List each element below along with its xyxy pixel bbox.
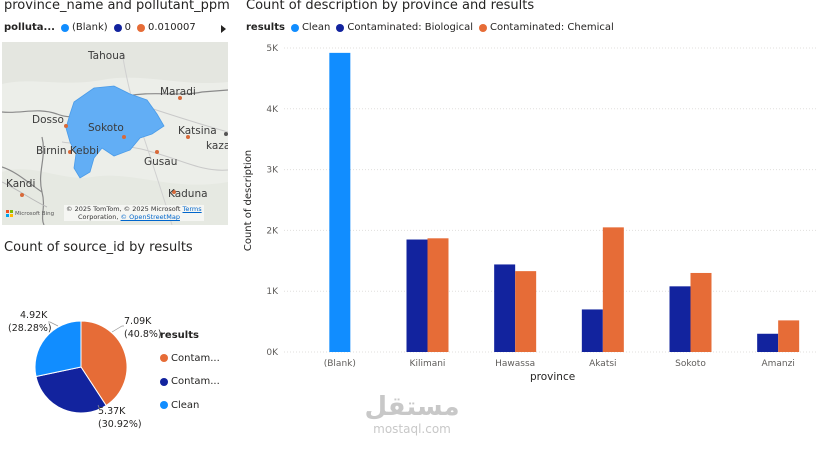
y-tick-label: 4K [266, 105, 279, 115]
x-tick-label: Hawassa [495, 359, 535, 369]
y-tick-label: 2K [266, 226, 279, 236]
legend-next-arrow-icon[interactable] [221, 25, 226, 33]
map-provider-logo: Microsoft Bing [6, 210, 54, 217]
y-tick-label: 1K [266, 287, 279, 297]
bar[interactable] [406, 239, 428, 352]
bar-chart-title: Count of description by province and res… [246, 0, 535, 13]
legend-dot-icon [137, 23, 146, 32]
bar-x-axis-label: province [530, 371, 576, 383]
watermark-logo: مستقل mostaql.com [364, 392, 460, 436]
map-city-label: Tahoua [88, 50, 126, 62]
y-tick-label: 3K [266, 166, 279, 176]
map-city-label: Sokoto [88, 122, 124, 134]
map-city-label: Dosso [32, 114, 64, 126]
pie-legend: results Contam... Contam... Clean [160, 330, 226, 413]
pie-slice[interactable] [34, 320, 82, 378]
x-tick-label: Kilimani [410, 359, 446, 369]
legend-dot-icon [60, 23, 69, 32]
bar[interactable] [494, 264, 516, 352]
pie-legend-item-chemical[interactable]: Contam... [160, 353, 220, 364]
bar[interactable] [515, 271, 537, 352]
bar-legend-item-clean[interactable]: Clean [290, 22, 330, 33]
map-city-label: Maradi [160, 86, 196, 98]
y-tick-label: 0K [266, 348, 279, 358]
terms-link[interactable]: Terms [182, 205, 202, 213]
x-tick-label: Amanzi [761, 359, 794, 369]
bar-legend-title: results [246, 22, 285, 33]
legend-dot-icon [113, 23, 122, 32]
bar[interactable] [602, 227, 624, 352]
osm-link[interactable]: © OpenStreetMap [120, 213, 180, 221]
map-legend-item-zero[interactable]: 0 [113, 22, 131, 33]
map-legend: polluta... (Blank) 0 0.010007 [4, 22, 202, 33]
legend-dot-icon [290, 23, 299, 32]
legend-dot-icon [160, 377, 168, 386]
bar[interactable] [427, 238, 449, 352]
pie-title: Count of source_id by results [4, 240, 193, 255]
bar[interactable] [757, 333, 779, 352]
pie-label-3: 4.92K (28.28%) [8, 310, 52, 334]
x-tick-label: Sokoto [675, 359, 706, 369]
bar-y-axis-label: Count of description [243, 149, 255, 252]
map-background [2, 42, 228, 225]
map-title: province_name and pollutant_ppm [4, 0, 230, 13]
x-tick-label: Akatsi [589, 359, 616, 369]
map-city-label: Katsina [178, 125, 217, 137]
map-legend-item-value[interactable]: 0.010007 [137, 22, 196, 33]
pie-chart [34, 320, 128, 414]
bar[interactable] [690, 272, 712, 352]
legend-dot-icon [336, 23, 345, 32]
bar[interactable] [581, 309, 603, 352]
microsoft-logo-icon [6, 210, 13, 217]
legend-dot-icon [160, 354, 168, 362]
bar-chart: 5K 4K 3K 2K 1K 0K (Blank) Kilimani Hawassa Akatsi… [266, 44, 818, 369]
map-city-label: kaza [206, 140, 228, 152]
pie-label-2: 5.37K (30.92%) [98, 406, 142, 430]
map-city-label: Gusau [144, 156, 178, 168]
pie-label-1: 7.09K (40.8%) [124, 316, 162, 340]
bar[interactable] [778, 320, 800, 352]
legend-dot-icon [160, 401, 168, 409]
pie-legend-item-biological[interactable]: Contam... [160, 376, 220, 387]
map-legend-title: polluta... [4, 22, 55, 33]
bar-legend-item-chemical[interactable]: Contaminated: Chemical [478, 22, 614, 33]
map-legend-item-blank[interactable]: (Blank) [60, 22, 108, 33]
pie-legend-item-clean[interactable]: Clean [160, 400, 199, 411]
legend-dot-icon [478, 23, 487, 32]
map-city-label: Birnin Kebbi [36, 145, 99, 157]
map-attribution: © 2025 TomTom, © 2025 Microsoft Terms Co… [64, 205, 204, 221]
y-tick-label: 5K [266, 44, 279, 54]
bar[interactable] [329, 52, 351, 352]
bar-legend-item-biological[interactable]: Contaminated: Biological [336, 22, 473, 33]
pie-legend-title: results [160, 330, 199, 341]
map-city-label: Kaduna [168, 188, 208, 200]
map-city-label: Kandi [6, 178, 36, 190]
bar-legend: results Clean Contaminated: Biological C… [246, 22, 620, 33]
x-tick-label: (Blank) [324, 359, 356, 369]
bar[interactable] [669, 286, 691, 352]
map-canvas[interactable]: Tahoua Maradi Dosso Sokoto Katsina Birni… [2, 42, 228, 225]
